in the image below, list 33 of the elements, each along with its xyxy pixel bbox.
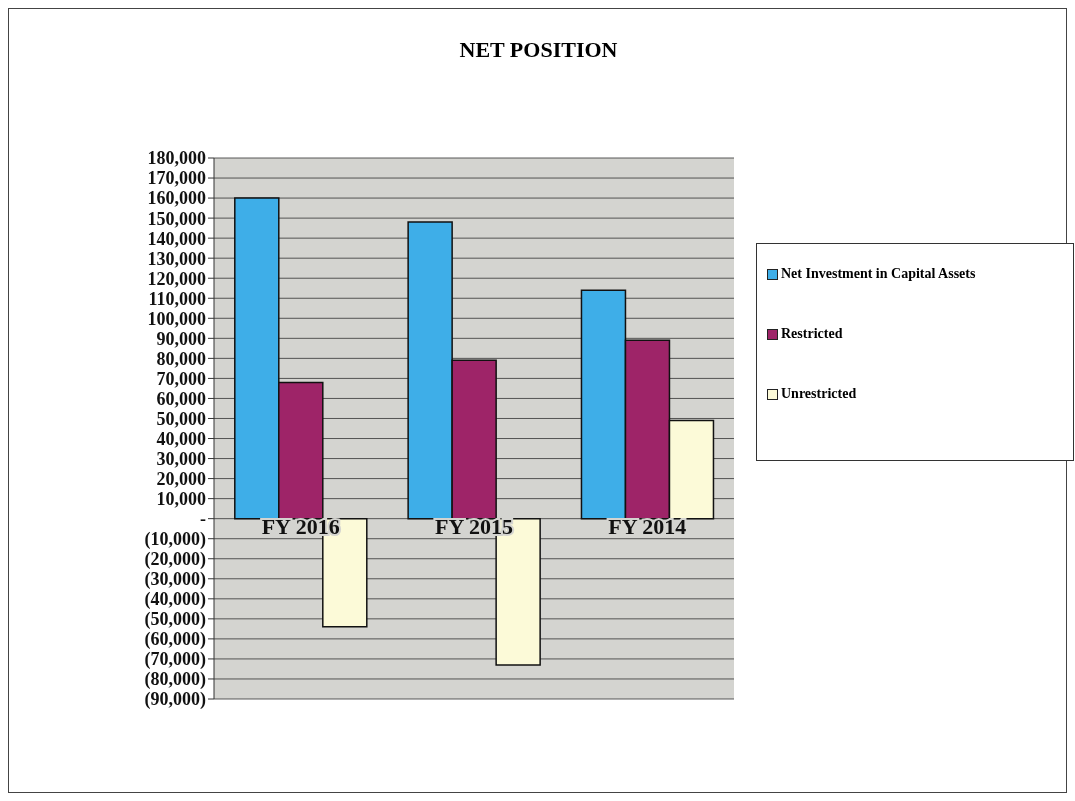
chart-title: NET POSITION [458, 37, 619, 63]
y-tick-label: (10,000) [144, 529, 206, 551]
y-tick-label: (90,000) [144, 689, 206, 711]
y-tick-label: (80,000) [144, 669, 206, 691]
y-tick-label: 140,000 [147, 228, 206, 249]
y-tick-label: 90,000 [156, 328, 206, 349]
y-tick-label: 40,000 [156, 428, 206, 449]
y-tick-label: (30,000) [144, 569, 206, 591]
x-tick-label: FY 2014 [608, 514, 687, 539]
y-tick-label: 120,000 [147, 268, 206, 289]
y-tick-label: 110,000 [148, 288, 206, 309]
legend-label: Restricted [781, 326, 843, 342]
y-tick-label: 100,000 [147, 308, 206, 329]
y-tick-label: (60,000) [144, 629, 206, 651]
y-tick-label: 80,000 [156, 348, 206, 369]
y-tick-label: 30,000 [156, 448, 206, 469]
legend-label: Net Investment in Capital Assets [781, 266, 976, 282]
y-tick-label: (70,000) [144, 649, 206, 671]
y-tick-label: 170,000 [147, 168, 206, 189]
legend-label: Unrestricted [781, 386, 857, 402]
y-tick-label: 160,000 [147, 188, 206, 209]
y-tick-label: 50,000 [156, 408, 206, 429]
y-tick-label: (50,000) [144, 609, 206, 631]
y-tick-label: 150,000 [147, 208, 206, 229]
y-tick-label: 130,000 [147, 248, 206, 269]
y-tick-label: (40,000) [144, 589, 206, 611]
y-tick-label: 180,000 [147, 148, 206, 169]
y-tick-label: 10,000 [156, 489, 206, 510]
y-tick-label: 60,000 [156, 388, 206, 409]
y-tick-label: 70,000 [156, 368, 206, 389]
y-tick-label: (20,000) [144, 549, 206, 571]
y-tick-label: - [200, 509, 206, 530]
y-tick-label: 20,000 [156, 468, 206, 489]
